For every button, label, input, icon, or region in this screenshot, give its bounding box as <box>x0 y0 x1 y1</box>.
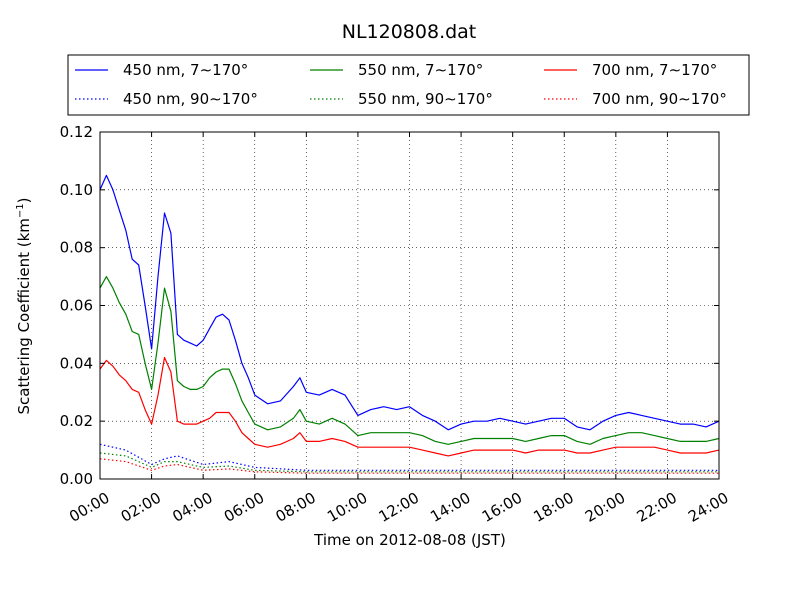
chart-title: NL120808.dat <box>342 21 477 43</box>
legend-frame <box>67 54 750 116</box>
legend-label-1: 550 nm, 7∼170° <box>358 61 483 79</box>
series-line-2 <box>99 356 720 457</box>
y-axis-label-main: Scattering Coefficient (km <box>15 218 33 414</box>
y-tick-label: 0.08 <box>60 239 93 257</box>
x-tick-label: 10:00 <box>324 489 370 526</box>
legend-label-3: 450 nm, 90∼170° <box>123 90 258 108</box>
y-tick-label: 0.02 <box>60 412 93 430</box>
x-tick-label: 04:00 <box>169 489 215 526</box>
legend-label-5: 700 nm, 90∼170° <box>592 90 727 108</box>
x-tick-label: 12:00 <box>376 489 422 526</box>
legend-label-0: 450 nm, 7∼170° <box>123 61 248 79</box>
x-tick-label: 24:00 <box>685 489 731 526</box>
x-axis-label: Time on 2012-08-08 (JST) <box>313 531 506 549</box>
legend: 450 nm, 7∼170° 550 nm, 7∼170° 700 nm, 7∼17… <box>67 54 750 116</box>
x-tick-label: 20:00 <box>582 489 628 526</box>
x-tick-label: 06:00 <box>221 489 267 526</box>
series-line-1 <box>99 276 720 445</box>
legend-label-4: 550 nm, 90∼170° <box>358 90 493 108</box>
series-line-3 <box>99 443 719 471</box>
y-tick-label: 0.06 <box>60 297 93 315</box>
x-tick-label: 18:00 <box>530 489 576 526</box>
y-axis-label-exponent: −1 <box>15 203 26 218</box>
y-axis-label-close: ) <box>15 197 33 203</box>
x-tick-label: 08:00 <box>272 489 318 526</box>
x-tick-label: 00:00 <box>66 489 112 526</box>
y-tick-label: 0.00 <box>60 470 93 488</box>
y-tick-label: 0.10 <box>60 181 93 199</box>
series-line-0 <box>99 174 720 431</box>
y-axis-label: Scattering Coefficient (km−1) <box>15 197 33 414</box>
series-group <box>99 174 720 474</box>
x-tick-label: 16:00 <box>479 489 525 526</box>
x-tick-label: 22:00 <box>634 489 680 526</box>
legend-label-2: 700 nm, 7∼170° <box>592 61 717 79</box>
y-tick-label: 0.12 <box>60 123 93 141</box>
x-tick-label: 14:00 <box>427 489 473 526</box>
series-line-5 <box>99 458 719 474</box>
y-tick-label: 0.04 <box>60 354 93 372</box>
x-tick-label: 02:00 <box>118 489 164 526</box>
